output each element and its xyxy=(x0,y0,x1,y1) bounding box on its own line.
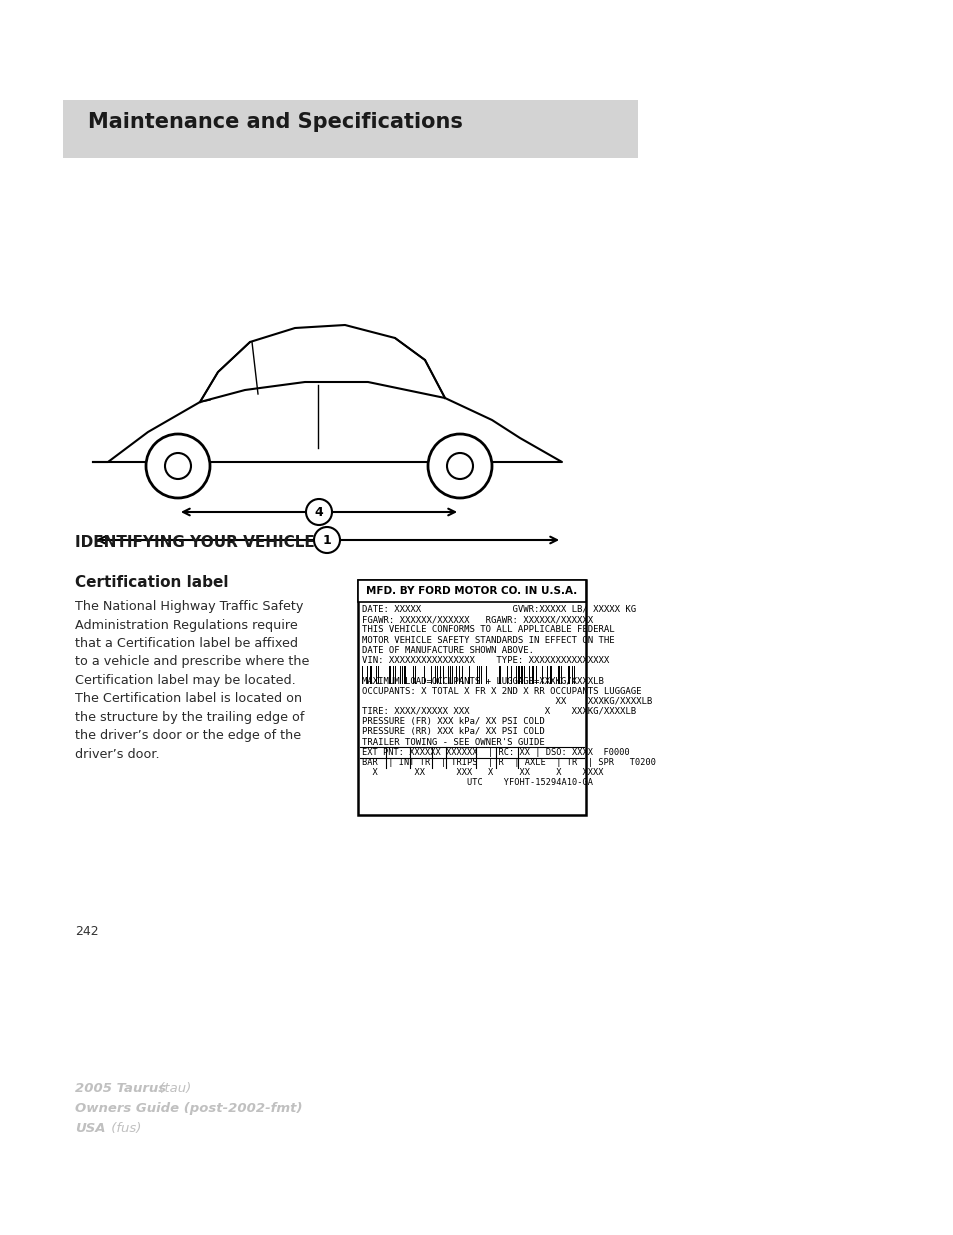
Text: USA: USA xyxy=(75,1123,106,1135)
Bar xyxy=(560,666,561,684)
Text: DATE: XXXXX                 GVWR:XXXXX LB/ XXXXX KG: DATE: XXXXX GVWR:XXXXX LB/ XXXXX KG xyxy=(361,605,636,614)
Bar xyxy=(520,666,522,684)
Bar xyxy=(523,666,524,684)
Text: OCCUPANTS: X TOTAL X FR X 2ND X RR OCCUPANTS LUGGAGE: OCCUPANTS: X TOTAL X FR X 2ND X RR OCCUP… xyxy=(361,687,640,695)
Text: TRAILER TOWING - SEE OWNER'S GUIDE: TRAILER TOWING - SEE OWNER'S GUIDE xyxy=(361,737,544,747)
Circle shape xyxy=(428,433,492,498)
Bar xyxy=(448,666,449,684)
Bar xyxy=(361,666,363,684)
Text: XX    XXXKG/XXXXLB: XX XXXKG/XXXXLB xyxy=(361,697,652,705)
Text: MOTOR VEHICLE SAFETY STANDARDS IN EFFECT ON THE: MOTOR VEHICLE SAFETY STANDARDS IN EFFECT… xyxy=(361,636,614,645)
Bar xyxy=(574,666,575,684)
Bar xyxy=(516,666,517,684)
Text: BAR  | INT TR  | TRIPS  | R  | AXLE  | TR  | SPR   T0200: BAR | INT TR | TRIPS | R | AXLE | TR | S… xyxy=(361,758,656,767)
Text: FGAWR: XXXXXX/XXXXXX   RGAWR: XXXXXX/XXXXXX: FGAWR: XXXXXX/XXXXXX RGAWR: XXXXXX/XXXXX… xyxy=(361,615,593,624)
Bar xyxy=(485,666,486,684)
Text: The National Highway Traffic Safety
Administration Regulations require
that a Ce: The National Highway Traffic Safety Admi… xyxy=(75,600,309,761)
Text: (tau): (tau) xyxy=(154,1082,191,1095)
Text: UTC    YFOHT-15294A10-GA: UTC YFOHT-15294A10-GA xyxy=(361,778,593,788)
Bar xyxy=(436,666,437,684)
Circle shape xyxy=(447,453,473,479)
Text: THIS VEHICLE CONFORMS TO ALL APPLICABLE FEDERAL: THIS VEHICLE CONFORMS TO ALL APPLICABLE … xyxy=(361,625,614,635)
Bar xyxy=(532,666,534,684)
Text: EXT PNT: XXXXXX XXXXXX  | RC: XX | DSO: XXXX  F0000: EXT PNT: XXXXXX XXXXXX | RC: XX | DSO: X… xyxy=(361,748,629,757)
Bar xyxy=(415,666,416,684)
Bar xyxy=(357,580,585,601)
Bar xyxy=(399,666,400,684)
Bar xyxy=(480,666,481,684)
Bar xyxy=(63,100,638,158)
Bar xyxy=(413,666,414,684)
Text: Certification label: Certification label xyxy=(75,576,229,590)
Text: 4: 4 xyxy=(314,505,323,519)
Bar xyxy=(439,666,440,684)
Circle shape xyxy=(146,433,210,498)
Text: 2005 Taurus: 2005 Taurus xyxy=(75,1082,166,1095)
Bar xyxy=(469,666,470,684)
Bar xyxy=(476,666,477,684)
Polygon shape xyxy=(200,325,444,403)
Text: 1: 1 xyxy=(322,534,331,547)
Bar xyxy=(529,666,530,684)
Text: X       XX      XXX   X     XX     X    XXXX: X XX XXX X XX X XXXX xyxy=(361,768,603,777)
Bar xyxy=(431,666,432,684)
Text: Maintenance and Specifications: Maintenance and Specifications xyxy=(88,112,462,132)
Bar xyxy=(558,666,559,684)
Bar xyxy=(498,666,500,684)
Circle shape xyxy=(314,527,339,553)
Polygon shape xyxy=(92,382,561,462)
Bar xyxy=(550,666,552,684)
Bar xyxy=(458,666,459,684)
Bar xyxy=(541,666,542,684)
Bar xyxy=(478,666,479,684)
Text: MFD. BY FORD MOTOR CO. IN U.S.A.: MFD. BY FORD MOTOR CO. IN U.S.A. xyxy=(366,585,577,597)
Bar xyxy=(567,666,569,684)
Bar xyxy=(435,666,436,684)
Bar xyxy=(377,666,378,684)
Bar xyxy=(370,666,372,684)
Bar xyxy=(517,666,519,684)
Text: 242: 242 xyxy=(75,925,98,939)
Circle shape xyxy=(306,499,332,525)
Text: VIN: XXXXXXXXXXXXXXXX    TYPE: XXXXXXXXXXXXXXX: VIN: XXXXXXXXXXXXXXXX TYPE: XXXXXXXXXXXX… xyxy=(361,656,609,664)
Bar xyxy=(536,666,537,684)
Text: PRESSURE (RR) XXX kPa/ XX PSI COLD: PRESSURE (RR) XXX kPa/ XX PSI COLD xyxy=(361,727,544,736)
Bar xyxy=(450,666,451,684)
Circle shape xyxy=(165,453,191,479)
Bar xyxy=(546,666,547,684)
Bar xyxy=(442,666,443,684)
Bar xyxy=(423,666,424,684)
Bar xyxy=(401,666,402,684)
Text: MAXIMUM LOAD=OCCUPANTS + LUGGAGE=XXXKG/XXXXLB: MAXIMUM LOAD=OCCUPANTS + LUGGAGE=XXXKG/X… xyxy=(361,677,603,685)
Bar xyxy=(357,580,585,815)
Bar xyxy=(452,666,453,684)
Bar xyxy=(511,666,512,684)
Text: (fus): (fus) xyxy=(107,1123,141,1135)
Bar xyxy=(572,666,573,684)
Bar xyxy=(367,666,368,684)
Bar xyxy=(506,666,507,684)
Bar xyxy=(461,666,462,684)
Bar xyxy=(375,666,376,684)
Text: DATE OF MANUFACTURE SHOWN ABOVE.: DATE OF MANUFACTURE SHOWN ABOVE. xyxy=(361,646,534,655)
Bar xyxy=(393,666,394,684)
Text: TIRE: XXXX/XXXXX XXX              X    XXXKG/XXXXLB: TIRE: XXXX/XXXXX XXX X XXXKG/XXXXLB xyxy=(361,706,636,716)
Text: PRESSURE (FR) XXX kPa/ XX PSI COLD: PRESSURE (FR) XXX kPa/ XX PSI COLD xyxy=(361,718,544,726)
Bar xyxy=(389,666,391,684)
Text: Owners Guide (post-2002-fmt): Owners Guide (post-2002-fmt) xyxy=(75,1102,302,1115)
Text: IDENTIFYING YOUR VEHICLE: IDENTIFYING YOUR VEHICLE xyxy=(75,535,314,550)
Bar xyxy=(403,666,406,684)
